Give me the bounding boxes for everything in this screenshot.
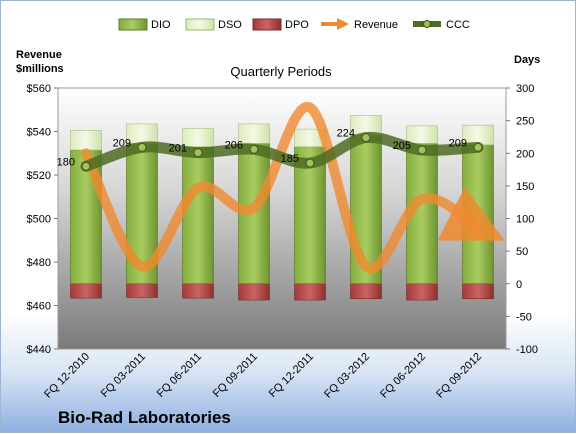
left-axis-title-line2: $millions [16,63,64,75]
bar-dso [70,130,102,151]
chart-title: Bio-Rad Laboratories [58,408,231,427]
bar-dpo [126,283,158,298]
x-tick-label: FQ 09-2012 [434,351,484,401]
ccc-point [417,145,427,155]
right-tick-label: -50 [516,311,532,323]
left-tick-label: $460 [27,301,51,313]
bar-dpo [70,283,102,299]
plot-area [57,87,507,350]
left-axis: $440 $460 $480 $500 $520 $540 $560 [27,83,58,356]
ccc-point [137,142,147,152]
bar-dso [350,115,382,136]
ccc-point [81,161,91,171]
legend-swatch-dio [118,18,148,31]
bar-dpo [294,283,326,301]
left-tick-label: $520 [27,170,51,182]
x-tick-label: FQ 03-2012 [322,351,372,401]
bar-dso [462,124,494,146]
x-tick-label: FQ 12-2011 [267,351,316,400]
legend-label-revenue: Revenue [354,19,398,31]
right-axis: -100 -50 0 50 100 150 200 250 300 [506,83,538,356]
x-tick-label: FQ 09-2011 [211,351,260,400]
bar-dio [294,146,326,285]
ccc-data-label: 209 [113,137,131,149]
ccc-point [305,158,315,168]
right-tick-label: 50 [516,246,528,258]
bar-dio [182,146,214,285]
ccc-point [249,144,259,154]
right-axis-title: Days [514,54,540,66]
legend-label-ccc: CCC [446,19,470,31]
bar-dso [126,123,158,144]
x-tick-label: FQ 03-2011 [99,351,148,400]
legend-swatch-dso [185,18,215,31]
left-axis-title-line1: Revenue [16,49,62,61]
ccc-series: 180 209 201 206 185 224 205 209 [57,128,484,172]
legend-marker-ccc [423,20,431,28]
ccc-point [193,148,203,158]
ccc-data-label: 185 [281,153,299,165]
ccc-data-label: 206 [225,139,243,151]
ccc-data-label: 224 [337,128,355,140]
legend-label-dio: DIO [151,19,171,31]
bar-dso [406,125,438,144]
chart-subtitle: Quarterly Periods [230,64,332,79]
legend-arrow-revenue [337,18,349,30]
ccc-point [361,133,371,143]
bar-dso [182,128,214,148]
bar-dpo [462,283,494,300]
left-tick-label: $500 [27,214,51,226]
x-axis: FQ 12-2010 FQ 03-2011 FQ 06-2011 FQ 09-2011… [42,351,484,401]
left-tick-label: $440 [27,344,51,356]
ccc-data-label: 180 [57,156,75,168]
bar-dso [238,123,270,144]
legend-label-dso: DSO [218,19,242,31]
revenue-line [81,102,505,274]
left-tick-label: $560 [27,83,51,95]
bar-dpo [350,283,382,300]
x-tick-label: FQ 06-2011 [155,351,204,400]
ccc-point [473,142,483,152]
legend-label-dpo: DPO [285,19,309,31]
ccc-data-label: 201 [169,143,187,155]
revenue-series [81,102,505,274]
right-tick-label: 300 [516,83,534,95]
bar-dpo [406,283,438,301]
x-tick-label: FQ 12-2010 [42,351,92,401]
ccc-data-label: 205 [393,140,411,152]
right-tick-label: 250 [516,116,534,128]
legend-swatch-dpo [252,18,282,31]
left-tick-label: $480 [27,257,51,269]
bar-dpo [238,283,270,301]
ccc-line [80,131,484,172]
x-tick-label: FQ 06-2012 [378,351,428,401]
right-tick-label: -100 [516,344,538,356]
right-tick-label: 100 [516,214,534,226]
right-tick-label: 200 [516,148,534,160]
bar-dpo [182,283,214,299]
legend: DIO DSO DPO Revenue CCC [118,18,470,31]
right-tick-label: 0 [516,279,522,291]
right-tick-label: 150 [516,181,534,193]
ccc-data-label: 209 [449,137,467,149]
left-tick-label: $540 [27,127,51,139]
